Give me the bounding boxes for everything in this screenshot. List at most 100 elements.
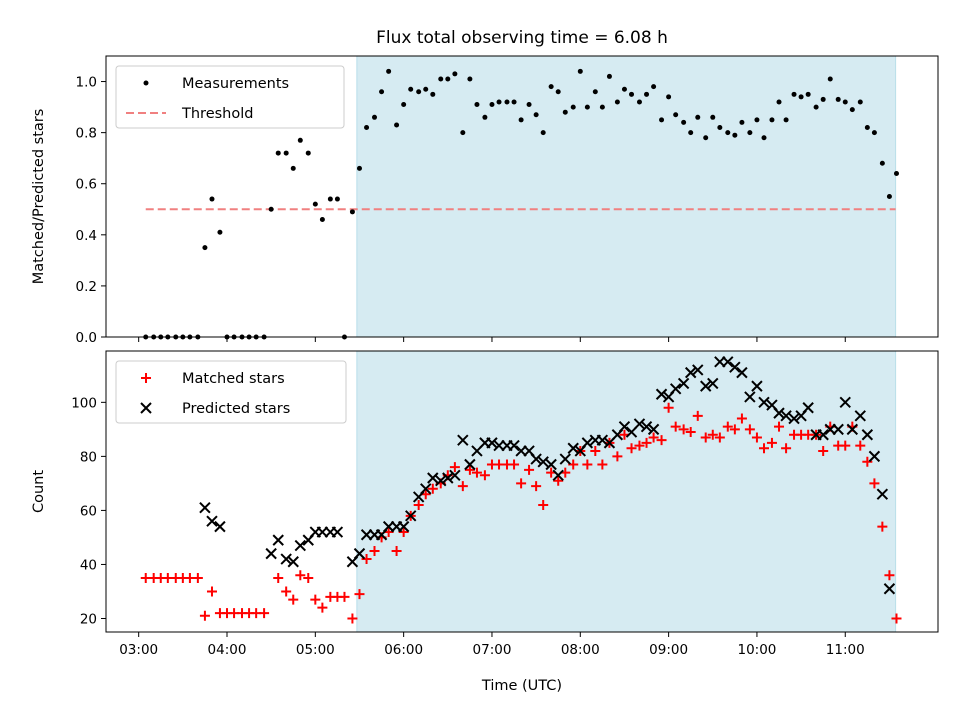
y-axis-label: Count bbox=[31, 470, 47, 513]
matched-stars-point bbox=[685, 427, 696, 438]
predicted-stars-point bbox=[294, 539, 307, 552]
predicted-stars-point bbox=[707, 377, 719, 390]
measurement-point bbox=[283, 150, 289, 156]
predicted-stars-point bbox=[729, 361, 741, 373]
matched-stars-point bbox=[891, 613, 902, 624]
matched-stars-point bbox=[648, 432, 659, 443]
measurement-point bbox=[673, 112, 679, 118]
measurement-point bbox=[394, 122, 400, 128]
predicted-stars-point bbox=[464, 458, 476, 471]
y-tick-label: 0.6 bbox=[76, 177, 97, 193]
measurement-point bbox=[540, 130, 546, 136]
measurement-point bbox=[739, 119, 745, 125]
measurement-point bbox=[445, 76, 451, 82]
matched-stars-point bbox=[538, 500, 549, 511]
predicted-stars-point bbox=[486, 437, 498, 449]
predicted-stars-point bbox=[353, 547, 366, 560]
matched-stars-point bbox=[634, 440, 645, 451]
predicted-stars-point bbox=[508, 439, 520, 452]
measurement-point bbox=[555, 89, 561, 95]
measurement-point bbox=[606, 73, 612, 79]
predicted-stars-point bbox=[758, 396, 770, 409]
measurement-point bbox=[423, 86, 429, 92]
predicted-stars-point bbox=[817, 429, 829, 441]
measurement-point bbox=[827, 76, 833, 82]
measurement-point bbox=[327, 196, 333, 202]
matched-stars-point bbox=[281, 586, 292, 597]
predicted-stars-point bbox=[331, 526, 344, 538]
matched-stars-point bbox=[656, 435, 667, 446]
measurement-point bbox=[849, 107, 855, 113]
predicted-stars-point bbox=[655, 388, 668, 400]
measurement-point bbox=[732, 132, 738, 138]
measurement-point bbox=[268, 206, 274, 212]
predicted-stars-point bbox=[773, 407, 785, 419]
matched-stars-point bbox=[751, 432, 762, 443]
measurement-point bbox=[349, 209, 355, 215]
measurement-point bbox=[871, 130, 877, 136]
predicted-stars-point bbox=[832, 423, 844, 436]
predicted-stars-point bbox=[280, 553, 292, 565]
measurement-point bbox=[511, 99, 517, 105]
predicted-stars-point bbox=[736, 366, 748, 379]
matched-stars-point bbox=[288, 594, 299, 605]
measurement-point bbox=[893, 171, 899, 177]
measurement-point bbox=[496, 99, 502, 105]
x-tick-label: 05:00 bbox=[296, 642, 335, 658]
matched-stars-point bbox=[744, 424, 755, 435]
predicted-stars-point bbox=[442, 472, 454, 484]
measurement-point bbox=[710, 114, 716, 120]
x-tick-label: 04:00 bbox=[208, 642, 247, 658]
matched-stars-point bbox=[531, 481, 542, 492]
predicted-stars-point bbox=[457, 434, 469, 446]
matched-stars-point bbox=[310, 594, 321, 605]
measurement-point bbox=[334, 196, 340, 202]
measurement-point bbox=[725, 130, 731, 136]
matched-stars-point bbox=[678, 424, 689, 435]
measurement-point bbox=[783, 117, 789, 123]
measurement-point bbox=[290, 165, 296, 171]
y-tick-label: 0.8 bbox=[76, 126, 97, 142]
bottom-panel-count-plot: 20 40 60 80 100 03:00 04:00 05:00 06:00 07:00 08:0… bbox=[31, 350, 939, 694]
measurement-point bbox=[636, 99, 642, 105]
predicted-stars-point bbox=[633, 418, 646, 430]
matched-stars-point bbox=[641, 437, 652, 448]
measurement-point bbox=[864, 125, 870, 131]
predicted-stars-point bbox=[552, 469, 564, 481]
measurement-point bbox=[386, 68, 392, 74]
matched-stars-point bbox=[840, 440, 851, 451]
predicted-stars-point bbox=[684, 366, 697, 379]
predicted-stars-point bbox=[802, 402, 814, 414]
measurement-point bbox=[666, 94, 672, 100]
measurement-point bbox=[695, 114, 701, 120]
matched-stars-point bbox=[855, 440, 866, 451]
predicted-stars-point bbox=[214, 520, 226, 533]
measurement-point bbox=[592, 89, 598, 95]
predicted-stars-point bbox=[449, 469, 461, 481]
matched-stars-point bbox=[590, 445, 601, 456]
matched-stars-point bbox=[398, 527, 409, 538]
y-tick-label: 0.2 bbox=[76, 279, 97, 295]
measurement-point bbox=[805, 91, 811, 97]
axes-frame bbox=[105, 55, 939, 338]
measurement-point bbox=[504, 99, 510, 105]
legend-predicted-marker bbox=[140, 402, 152, 414]
predicted-stars-point bbox=[846, 423, 859, 436]
measurement-point bbox=[651, 84, 657, 90]
axes-frame bbox=[105, 350, 939, 633]
matched-stars-point bbox=[700, 432, 711, 443]
measurement-point bbox=[820, 96, 826, 102]
measurement-point bbox=[791, 91, 797, 97]
measurement-point bbox=[372, 114, 378, 120]
measurement-point bbox=[681, 119, 687, 125]
measurement-point bbox=[356, 165, 362, 171]
predicted-stars-point bbox=[868, 450, 881, 463]
measurement-point bbox=[526, 102, 532, 108]
x-tick-label: 10:00 bbox=[737, 642, 776, 658]
measurement-point bbox=[577, 68, 583, 74]
predicted-stars-point bbox=[647, 423, 660, 436]
figure-title: Flux total observing time = 6.08 h bbox=[376, 28, 668, 48]
top-panel-ratio-plot: 0.0 0.2 0.4 0.6 0.8 1.0 Matched/Predicted star… bbox=[31, 55, 939, 346]
x-tick-label: 11:00 bbox=[826, 642, 865, 658]
measurement-point bbox=[312, 201, 318, 207]
